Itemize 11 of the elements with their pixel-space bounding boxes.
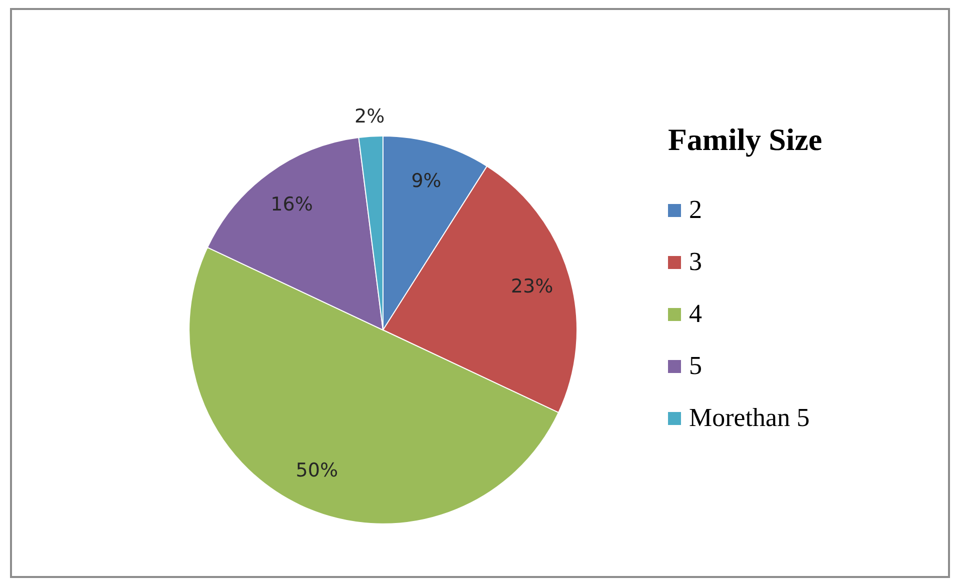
legend-label: Morethan 5 — [689, 403, 810, 433]
legend-label: 5 — [689, 351, 702, 381]
data-label: 2% — [354, 105, 385, 128]
legend-title: Family Size — [668, 122, 824, 158]
legend-label: 2 — [689, 195, 702, 225]
legend-label: 3 — [689, 247, 702, 277]
data-label: 16% — [270, 193, 313, 216]
data-label: 9% — [411, 170, 442, 192]
data-label: 50% — [296, 459, 338, 482]
data-label: 23% — [510, 276, 554, 298]
legend-label: 4 — [689, 299, 702, 329]
